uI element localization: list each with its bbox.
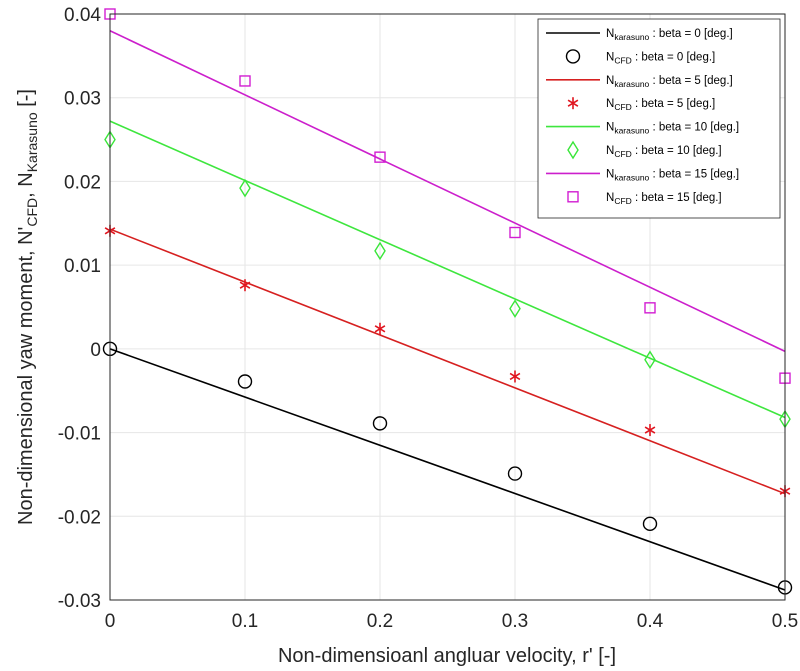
y-tick-label: -0.01 [58,424,101,445]
asterisk-marker [567,97,579,110]
y-tick-label: 0 [90,340,101,361]
legend: Nkarasuno : beta = 0 [deg.]NCFD : beta =… [537,18,781,219]
legend-item: NCFD : beta = 5 [deg.] [567,97,715,112]
legend-label-main: N [606,75,614,87]
series-line-6 [109,30,786,353]
legend-label: Nkarasuno : beta = 15 [deg.] [606,168,739,182]
legend-label: NCFD : beta = 0 [deg.] [606,51,715,65]
legend-label-subscript: karasuno [614,32,649,42]
data-point-square [374,151,386,163]
data-point-circle [507,466,523,481]
legend-item: Nkarasuno : beta = 0 [deg.] [546,28,733,42]
circle-marker [565,49,581,64]
legend-item: Nkarasuno : beta = 5 [deg.] [546,75,733,89]
y-tick-label: 0.04 [64,5,101,26]
data-point-square [509,226,521,239]
legend-label-main: N [606,28,614,40]
series-lines [109,30,786,591]
data-point-square [644,302,656,314]
legend-label-rest: : beta = 0 [deg.] [632,51,715,63]
diamond-marker [567,140,579,160]
square-marker [567,191,579,203]
data-point-diamond [239,178,251,198]
data-point-square [239,75,251,87]
legend-label-subscript: CFD [614,102,631,112]
data-point-circle [372,416,388,431]
y-label-part: Non-dimensional yaw moment, N' [15,227,37,525]
y-label-part: , N [15,172,37,198]
legend-item: Nkarasuno : beta = 10 [deg.] [546,122,739,136]
y-tick-label: -0.03 [58,591,101,612]
x-tick-label: 0 [105,611,116,632]
legend-label-subscript: CFD [614,149,631,159]
x-tick-label: 0.5 [772,611,798,632]
legend-label-rest: : beta = 0 [deg.] [649,28,732,40]
legend-label: NCFD : beta = 5 [deg.] [606,98,715,112]
y-tick-label: 0.02 [64,172,101,193]
asterisk-stroke [509,372,521,381]
legend-label: Nkarasuno : beta = 10 [deg.] [606,122,739,136]
data-point-circle [642,516,658,532]
data-point-diamond [374,241,386,261]
data-point-asterisk [509,370,521,383]
asterisk-stroke [374,325,386,333]
legend-label: NCFD : beta = 10 [deg.] [606,145,722,159]
legend-label-main: N [606,98,614,110]
legend-label-rest: : beta = 5 [deg.] [632,98,715,110]
x-tick-label: 0.4 [637,611,664,632]
asterisk-stroke [567,99,579,107]
x-tick-label: 0.1 [232,611,258,632]
series-markers-7 [104,8,791,384]
legend-item: Nkarasuno : beta = 15 [deg.] [546,168,739,182]
legend-label-subscript: CFD [614,196,631,206]
legend-label-rest: : beta = 5 [deg.] [649,75,732,87]
legend-item: NCFD : beta = 0 [deg.] [565,49,715,65]
y-tick-label: 0.03 [64,89,101,110]
legend-item: NCFD : beta = 10 [deg.] [567,140,722,160]
legend-label-subscript: karasuno [614,79,649,89]
legend-label: NCFD : beta = 15 [deg.] [606,192,722,206]
y-label-subscript: CFD [24,198,40,227]
y-tick-labels: -0.03 -0.02 -0.01 0 0.01 0.02 0.03 0.04 [58,5,102,612]
legend-label-subscript: karasuno [614,172,649,182]
y-axis-label: Non-dimensional yaw moment, N'CFD, NKara… [15,89,40,525]
legend-label-rest: : beta = 10 [deg.] [632,145,722,157]
y-tick-label: -0.02 [58,507,101,528]
axes-box [109,13,786,601]
legend-label-rest: : beta = 10 [deg.] [649,122,739,134]
series-line-4 [109,120,786,419]
series-line-2 [109,228,786,495]
y-label-part: [-] [15,89,37,112]
asterisk-stroke [644,426,656,434]
legend-label-rest: : beta = 15 [deg.] [649,168,739,180]
x-tick-label: 0.2 [367,611,393,632]
y-tick-label: 0.01 [64,256,101,277]
legend-label-subscript: karasuno [614,126,649,136]
legend-label-rest: : beta = 15 [deg.] [632,192,722,204]
data-point-asterisk [374,322,386,335]
legend-label-main: N [606,122,614,134]
asterisk-stroke [239,281,251,289]
x-axis-label: Non-dimensioanl angluar velocity, r' [-] [278,645,616,667]
legend-label: Nkarasuno : beta = 0 [deg.] [606,28,733,42]
data-point-asterisk [239,279,251,292]
data-point-circle [237,374,253,389]
legend-label-main: N [606,168,614,180]
legend-item: NCFD : beta = 15 [deg.] [567,191,722,206]
series-line-0 [109,348,786,591]
legend-label-main: N [606,192,614,204]
data-point-diamond [644,350,656,370]
legend-box [537,18,781,219]
legend-label-subscript: CFD [614,55,631,65]
data-point-diamond [509,299,521,318]
x-tick-labels: 0 0.1 0.2 0.3 0.4 0.5 [105,611,799,632]
legend-label-main: N [606,51,614,63]
data-point-asterisk [644,424,656,437]
y-label-subscript: Karasuno [24,112,40,172]
legend-label: Nkarasuno : beta = 5 [deg.] [606,75,733,89]
x-tick-label: 0.3 [502,611,528,632]
legend-label-main: N [606,145,614,157]
